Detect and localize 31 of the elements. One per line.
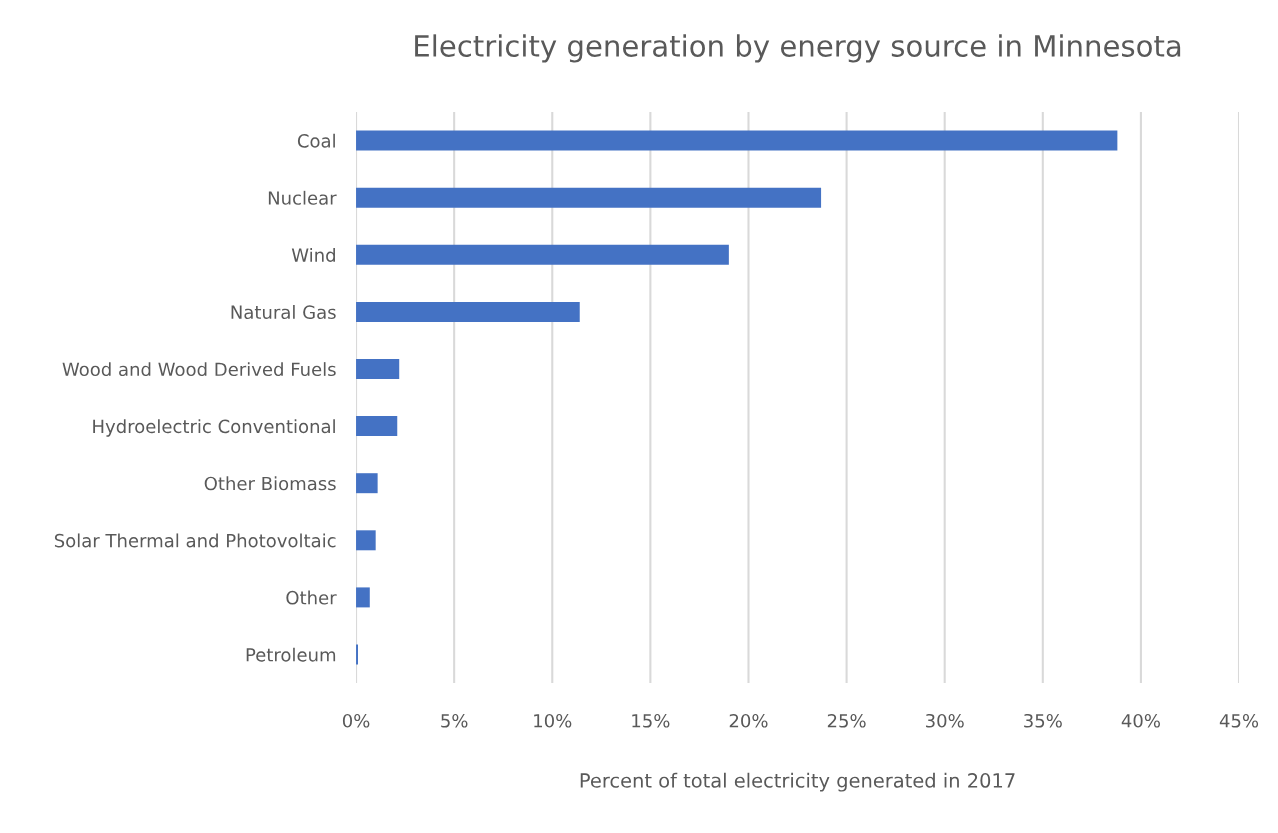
y-tick-label: Coal [297, 133, 335, 148]
x-tick-label: 0% [342, 713, 370, 728]
bar [356, 301, 580, 322]
y-tick-label: Hydroelectric Conventional [93, 419, 335, 437]
x-tick-label: 40% [1121, 713, 1160, 728]
y-tick-label: Other Biomass [204, 476, 336, 491]
bar [356, 530, 376, 551]
y-tick-label: Wind [291, 247, 335, 262]
bar [356, 244, 729, 265]
x-tick-label: 35% [1024, 713, 1062, 728]
x-tick-label: 15% [632, 713, 670, 728]
bar [356, 187, 822, 208]
x-tick-label: 25% [827, 713, 866, 728]
bar [356, 416, 398, 437]
x-tick-label: 5% [441, 713, 468, 728]
y-tick-label: Other [286, 590, 337, 605]
x-tick-label: 10% [534, 713, 572, 728]
y-tick-label: Petroleum [246, 647, 336, 662]
chart-title: Electricity generation by energy source in Minnesota [415, 34, 1181, 63]
bar [356, 130, 1118, 151]
x-tick-label: 20% [729, 713, 768, 728]
x-tick-label: 45% [1219, 713, 1259, 728]
y-tick-label: Solar Thermal and Photovoltaic [54, 533, 336, 548]
x-tick-label: 30% [926, 713, 964, 728]
bar [356, 359, 400, 379]
y-tick-label: Wood and Wood Derived Fuels [62, 362, 336, 377]
y-tick-label: Natural Gas [231, 305, 336, 320]
x-axis-title: Percent of total electricity generated in 2017 [580, 772, 1015, 792]
bar [356, 473, 378, 494]
bar [356, 587, 370, 608]
y-tick-label: Nuclear [268, 190, 337, 205]
